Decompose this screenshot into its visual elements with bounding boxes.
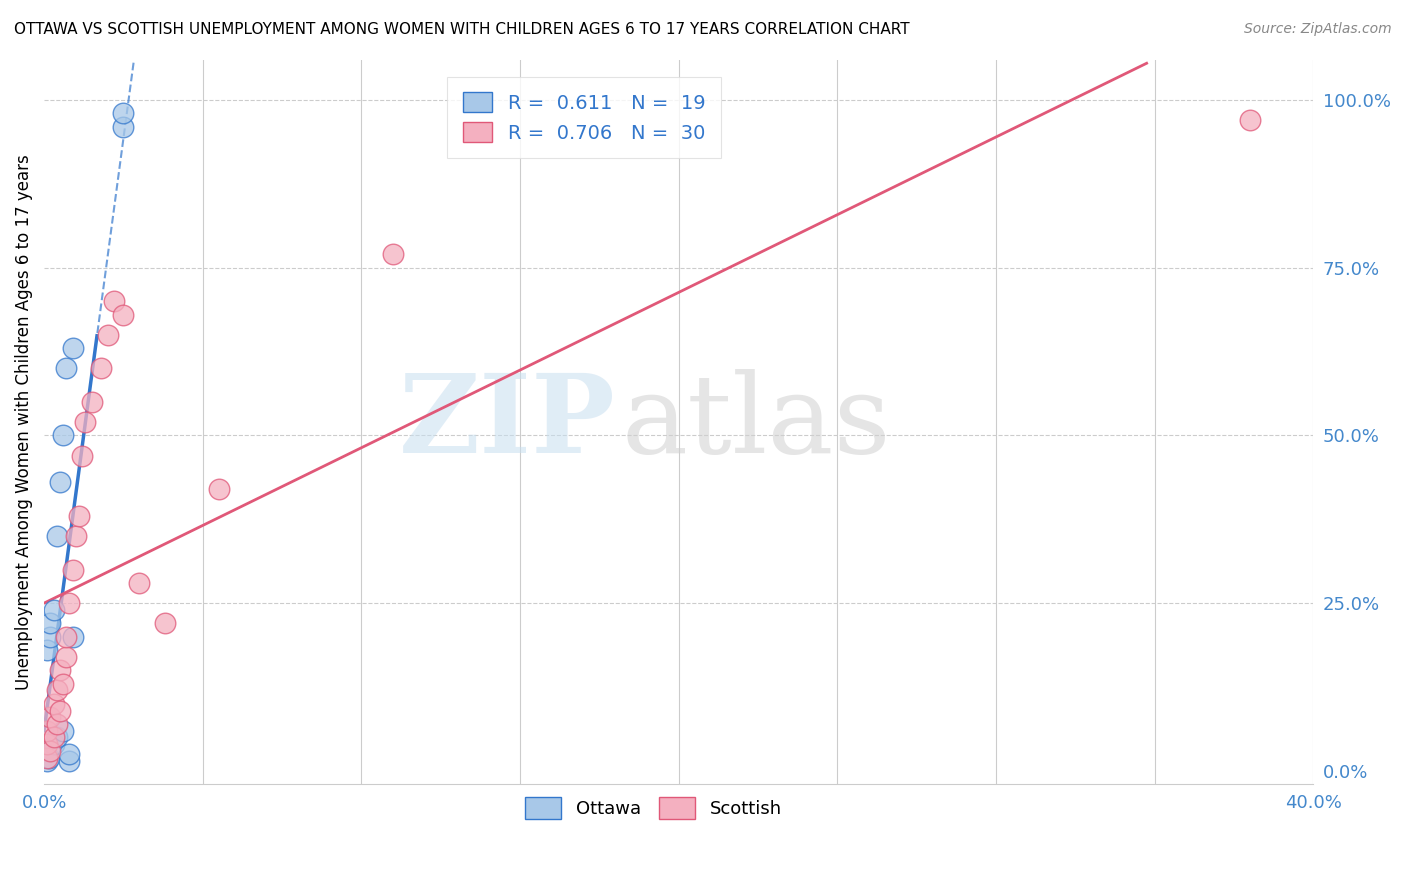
Point	[52, 677, 75, 691]
Point	[62, 341, 84, 355]
Point	[62, 630, 84, 644]
Point	[128, 576, 150, 591]
Point	[52, 723, 75, 738]
Point	[39, 710, 62, 724]
Point	[207, 482, 229, 496]
Legend: Ottawa, Scottish: Ottawa, Scottish	[517, 789, 789, 826]
Text: atlas: atlas	[621, 368, 891, 475]
Point	[65, 529, 87, 543]
Point	[37, 723, 59, 738]
Point	[70, 449, 93, 463]
Point	[42, 697, 65, 711]
Point	[55, 361, 77, 376]
Point	[37, 750, 59, 764]
Point	[112, 106, 135, 120]
Point	[45, 683, 67, 698]
Point	[75, 415, 97, 429]
Point	[112, 308, 135, 322]
Point	[382, 247, 405, 261]
Point	[38, 750, 60, 764]
Text: ZIP: ZIP	[398, 368, 616, 475]
Point	[58, 596, 80, 610]
Point	[52, 428, 75, 442]
Point	[49, 475, 72, 490]
Text: OTTAWA VS SCOTTISH UNEMPLOYMENT AMONG WOMEN WITH CHILDREN AGES 6 TO 17 YEARS COR: OTTAWA VS SCOTTISH UNEMPLOYMENT AMONG WO…	[14, 22, 910, 37]
Point	[45, 731, 67, 745]
Point	[97, 327, 120, 342]
Point	[112, 120, 135, 134]
Point	[45, 717, 67, 731]
Point	[37, 643, 59, 657]
Point	[67, 508, 90, 523]
Y-axis label: Unemployment Among Women with Children Ages 6 to 17 years: Unemployment Among Women with Children A…	[15, 154, 32, 690]
Point	[55, 649, 77, 664]
Point	[39, 630, 62, 644]
Point	[42, 731, 65, 745]
Point	[42, 603, 65, 617]
Point	[49, 663, 72, 677]
Point	[103, 294, 125, 309]
Point	[49, 704, 72, 718]
Point	[37, 754, 59, 768]
Point	[42, 737, 65, 751]
Point	[37, 737, 59, 751]
Point	[45, 529, 67, 543]
Point	[55, 630, 77, 644]
Point	[39, 744, 62, 758]
Point	[1239, 113, 1261, 128]
Point	[58, 754, 80, 768]
Text: Source: ZipAtlas.com: Source: ZipAtlas.com	[1244, 22, 1392, 37]
Point	[58, 747, 80, 762]
Point	[80, 395, 103, 409]
Point	[153, 616, 176, 631]
Point	[62, 563, 84, 577]
Point	[90, 361, 112, 376]
Point	[39, 616, 62, 631]
